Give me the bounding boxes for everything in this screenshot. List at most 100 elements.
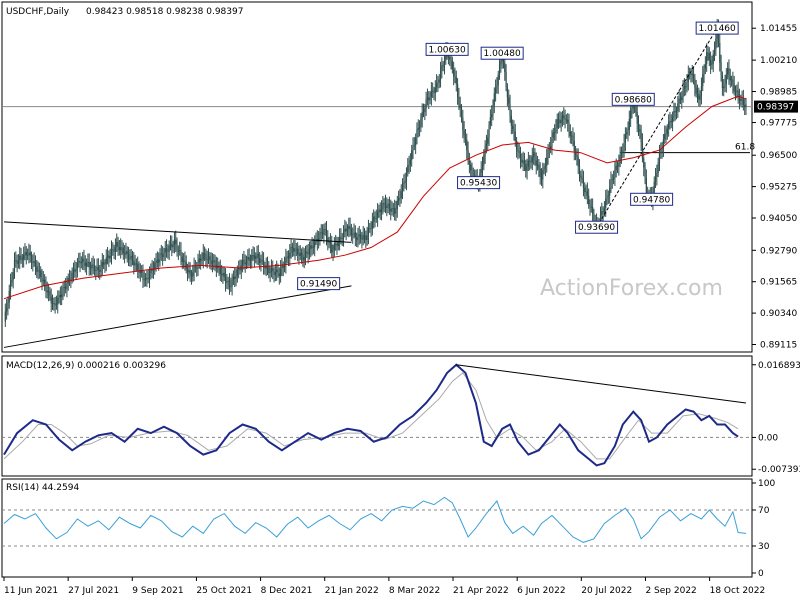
candle-body bbox=[481, 165, 484, 169]
candle-body bbox=[253, 255, 255, 259]
candle-body bbox=[327, 237, 329, 243]
candle-body bbox=[12, 272, 14, 280]
candle-body bbox=[488, 125, 490, 138]
candle-body bbox=[413, 145, 415, 147]
candle-body bbox=[11, 279, 13, 283]
candle-body bbox=[87, 261, 89, 264]
candle-body bbox=[544, 165, 547, 168]
candle-body bbox=[391, 208, 393, 212]
candle-body bbox=[695, 87, 697, 94]
candle-body bbox=[328, 241, 330, 243]
candle-body bbox=[154, 262, 156, 270]
candle-body bbox=[641, 142, 644, 159]
candle-body bbox=[198, 258, 200, 263]
candle-body bbox=[572, 135, 574, 141]
candle-body bbox=[565, 119, 567, 121]
candle-body bbox=[720, 62, 722, 76]
candle-body bbox=[186, 269, 189, 273]
candle-body bbox=[745, 104, 747, 108]
candle-body bbox=[454, 76, 456, 78]
candle-body bbox=[698, 94, 700, 100]
candle-body bbox=[527, 160, 529, 167]
candle-body bbox=[311, 245, 313, 249]
candle-body bbox=[580, 175, 582, 178]
candle-body bbox=[538, 164, 540, 169]
candle-body bbox=[533, 152, 535, 157]
candle-body bbox=[417, 128, 419, 130]
candle-body bbox=[623, 142, 625, 151]
candle-body bbox=[211, 261, 214, 265]
candle-body bbox=[96, 266, 98, 271]
candle-body bbox=[710, 60, 712, 65]
candle-body bbox=[283, 264, 286, 268]
candle-body bbox=[467, 150, 469, 161]
candle-body bbox=[422, 111, 425, 113]
candle-body bbox=[694, 78, 696, 88]
candle-body bbox=[392, 208, 394, 209]
candle-body bbox=[61, 294, 63, 298]
candle-body bbox=[640, 132, 642, 143]
candle-body bbox=[260, 260, 262, 263]
candle-body bbox=[53, 303, 55, 304]
candle-body bbox=[728, 68, 730, 77]
moving-average-line bbox=[3, 95, 747, 300]
candle-body bbox=[219, 267, 221, 274]
candle-body bbox=[58, 294, 60, 298]
candle-body bbox=[138, 270, 140, 273]
candle-body bbox=[660, 151, 662, 153]
candle-body bbox=[142, 272, 144, 280]
candle-body bbox=[101, 262, 103, 267]
price-y-tick-label: 1.00210 bbox=[760, 56, 797, 66]
candle-body bbox=[84, 262, 86, 267]
candle-body bbox=[312, 247, 314, 249]
candle-body bbox=[7, 302, 9, 308]
candle-body bbox=[370, 228, 372, 229]
candle-body bbox=[665, 134, 667, 135]
candle-body bbox=[265, 265, 267, 269]
candle-body bbox=[342, 231, 345, 239]
candle-body bbox=[239, 268, 241, 271]
candle-body bbox=[704, 63, 706, 69]
price-label: 0.93690 bbox=[578, 223, 615, 233]
candle-body bbox=[62, 287, 64, 295]
candle-body bbox=[44, 279, 46, 283]
candle-body bbox=[568, 122, 570, 132]
candle-body bbox=[99, 270, 101, 272]
candle-body bbox=[100, 266, 102, 272]
candle-body bbox=[547, 149, 549, 158]
candle-body bbox=[24, 251, 26, 255]
candle-body bbox=[636, 112, 638, 124]
price-label: 0.98680 bbox=[615, 95, 652, 105]
candle-body bbox=[548, 148, 550, 150]
candle-body bbox=[75, 269, 77, 272]
candle-body bbox=[400, 191, 402, 198]
chart-symbol: USDCHF,Daily bbox=[6, 7, 70, 17]
candle-body bbox=[350, 229, 353, 236]
candle-body bbox=[588, 195, 590, 205]
candle-body bbox=[89, 267, 92, 269]
price-label-box bbox=[480, 46, 524, 60]
candle-body bbox=[109, 255, 111, 259]
candle-body bbox=[626, 132, 628, 135]
candle-body bbox=[226, 281, 228, 283]
candle-body bbox=[669, 120, 671, 122]
candle-body bbox=[236, 269, 238, 277]
price-y-tick-label: 1.01455 bbox=[760, 24, 797, 34]
candle-body bbox=[248, 257, 250, 261]
candle-body bbox=[576, 155, 578, 158]
candle-body bbox=[46, 290, 48, 293]
candle-body bbox=[383, 202, 385, 204]
candle-body bbox=[485, 143, 488, 147]
candle-body bbox=[47, 291, 50, 293]
price-y-tick-label: 0.90340 bbox=[760, 309, 797, 319]
candle-body bbox=[13, 260, 16, 273]
x-tick-label: 2 Sep 2022 bbox=[645, 586, 696, 596]
candle-body bbox=[185, 261, 187, 270]
candle-body bbox=[274, 272, 276, 275]
candle-body bbox=[124, 253, 126, 255]
x-tick-label: 11 Jun 2021 bbox=[4, 586, 58, 596]
candle-body bbox=[577, 157, 579, 167]
candle-body bbox=[484, 146, 486, 156]
candle-body bbox=[668, 121, 670, 129]
candle-body bbox=[455, 76, 457, 84]
